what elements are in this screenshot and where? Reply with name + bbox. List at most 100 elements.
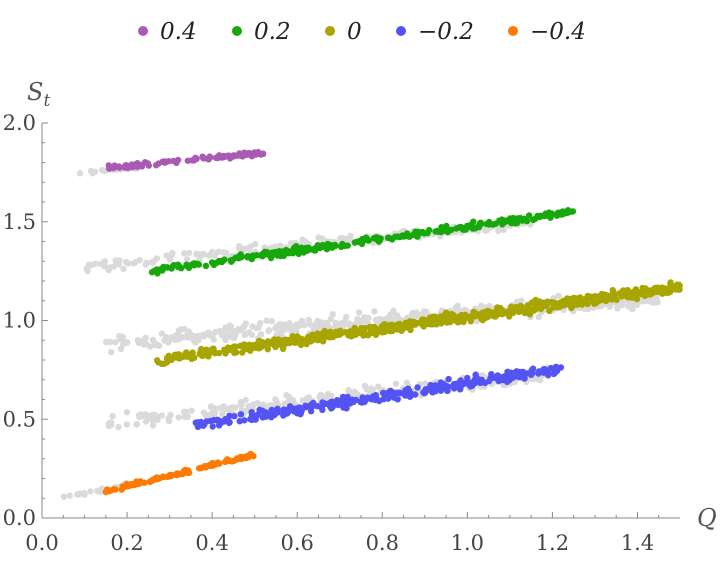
data-point [112, 163, 119, 171]
data-point [361, 395, 368, 403]
gray-point [136, 413, 143, 421]
data-point [310, 246, 317, 253]
data-point [601, 291, 608, 298]
gray-point [625, 303, 632, 310]
data-point [647, 287, 655, 294]
gray-point [535, 313, 542, 321]
gray-point [356, 309, 363, 316]
data-point [535, 369, 542, 376]
data-point [376, 236, 383, 243]
data-point [641, 292, 649, 299]
gray-point [283, 392, 290, 399]
gray-point [120, 265, 127, 273]
gray-point [226, 322, 234, 329]
legend-marker [232, 26, 242, 36]
data-point [528, 370, 536, 377]
data-point [259, 253, 266, 260]
data-point [436, 228, 443, 235]
gray-point [149, 336, 156, 344]
legend-label: −0.4 [530, 19, 586, 45]
data-point [547, 212, 555, 219]
gray-point [107, 419, 115, 426]
data-point [520, 374, 527, 381]
data-point [144, 160, 151, 167]
data-point [181, 469, 188, 476]
data-point [542, 366, 549, 373]
data-point [505, 309, 512, 317]
data-point [159, 473, 167, 480]
y-tick-label: 2.0 [3, 111, 36, 135]
data-point [209, 345, 216, 353]
gray-point [536, 377, 544, 384]
gray-point [354, 318, 361, 326]
gray-point [84, 267, 91, 275]
gray-point [257, 320, 264, 327]
data-point [222, 457, 230, 465]
gray-point [249, 402, 256, 409]
data-point [271, 249, 279, 256]
data-point [521, 215, 528, 223]
gray-point [195, 336, 202, 344]
data-point [528, 299, 536, 306]
gray-point [286, 320, 293, 327]
data-point [314, 403, 321, 410]
data-point [511, 220, 519, 227]
gray-point [182, 408, 190, 415]
gray-point [246, 329, 253, 336]
data-point [438, 313, 445, 320]
gray-point [242, 396, 249, 404]
gray-point [88, 262, 95, 269]
data-point [337, 328, 344, 336]
gray-point [249, 323, 256, 330]
data-point [252, 414, 259, 421]
data-point [241, 341, 248, 348]
data-point [479, 316, 486, 324]
data-point [467, 379, 475, 386]
data-point [184, 262, 192, 269]
data-point [289, 338, 297, 345]
data-point [105, 487, 113, 494]
data-point [237, 453, 244, 461]
gray-point [263, 403, 270, 410]
data-point [135, 480, 142, 488]
data-point [571, 297, 578, 304]
data-point [190, 262, 197, 269]
data-point [388, 236, 396, 243]
data-point [319, 330, 326, 337]
data-point [215, 349, 223, 357]
gray-point [216, 327, 224, 335]
data-point [396, 320, 403, 328]
gray-point [390, 307, 397, 314]
data-point [618, 293, 625, 300]
data-point [611, 295, 619, 303]
gray-point [165, 339, 172, 346]
gray-point [175, 414, 182, 421]
gray-point [345, 388, 353, 395]
data-point [464, 374, 471, 382]
gray-point [123, 421, 131, 428]
gray-point [200, 331, 207, 339]
data-point [406, 393, 414, 400]
data-point [560, 210, 568, 217]
y-axis-label: St [27, 78, 50, 111]
gray-point [117, 345, 125, 353]
gray-point [421, 308, 428, 315]
x-tick-label: 0.2 [110, 531, 143, 555]
data-point [244, 253, 251, 260]
gray-point [328, 392, 335, 400]
gray-point [76, 170, 84, 177]
data-point [154, 475, 161, 483]
data-point [339, 240, 346, 248]
data-point [296, 336, 303, 343]
gray-point [175, 336, 182, 343]
x-tick-label: 0.6 [280, 531, 313, 555]
gray-point [654, 299, 661, 306]
gray-point [265, 326, 273, 334]
data-point [667, 283, 674, 290]
data-point [329, 243, 336, 250]
gray-point [555, 292, 562, 300]
gray-point [200, 409, 207, 416]
gray-point [105, 266, 112, 274]
data-point [429, 389, 436, 396]
data-point [187, 352, 194, 359]
